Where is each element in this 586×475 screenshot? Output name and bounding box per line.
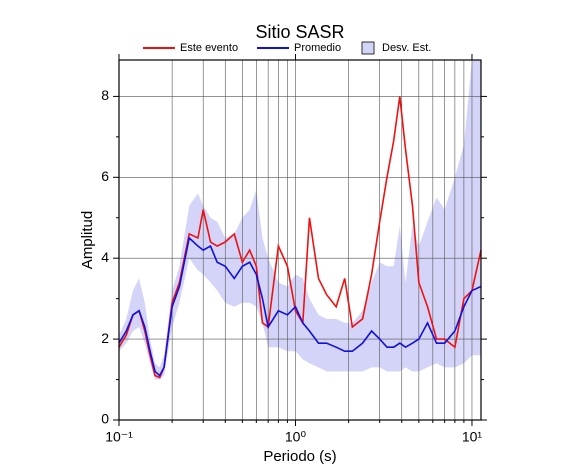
legend-label: Este evento (180, 42, 238, 54)
legend-swatch (361, 41, 375, 55)
chart-title: Sitio SASR (255, 22, 344, 42)
y-tick-label: 0 (101, 411, 109, 427)
legend-label: Desv. Est. (382, 42, 431, 54)
y-axis-label: Amplitud (79, 211, 96, 269)
x-tick-label: 10⁰ (285, 429, 307, 445)
plot-frame (118, 59, 482, 421)
series-line (118, 236, 482, 377)
y-tick-label: 8 (101, 87, 109, 103)
y-tick-label: 4 (101, 249, 109, 265)
y-tick-label: 6 (101, 168, 109, 184)
x-tick-label: 10¹ (462, 429, 483, 445)
legend-label: Promedio (294, 42, 341, 54)
x-axis-label: Periodo (s) (263, 448, 336, 465)
std-band (119, 60, 481, 380)
y-tick-label: 2 (101, 330, 109, 346)
x-tick-label: 10⁻¹ (105, 429, 133, 445)
